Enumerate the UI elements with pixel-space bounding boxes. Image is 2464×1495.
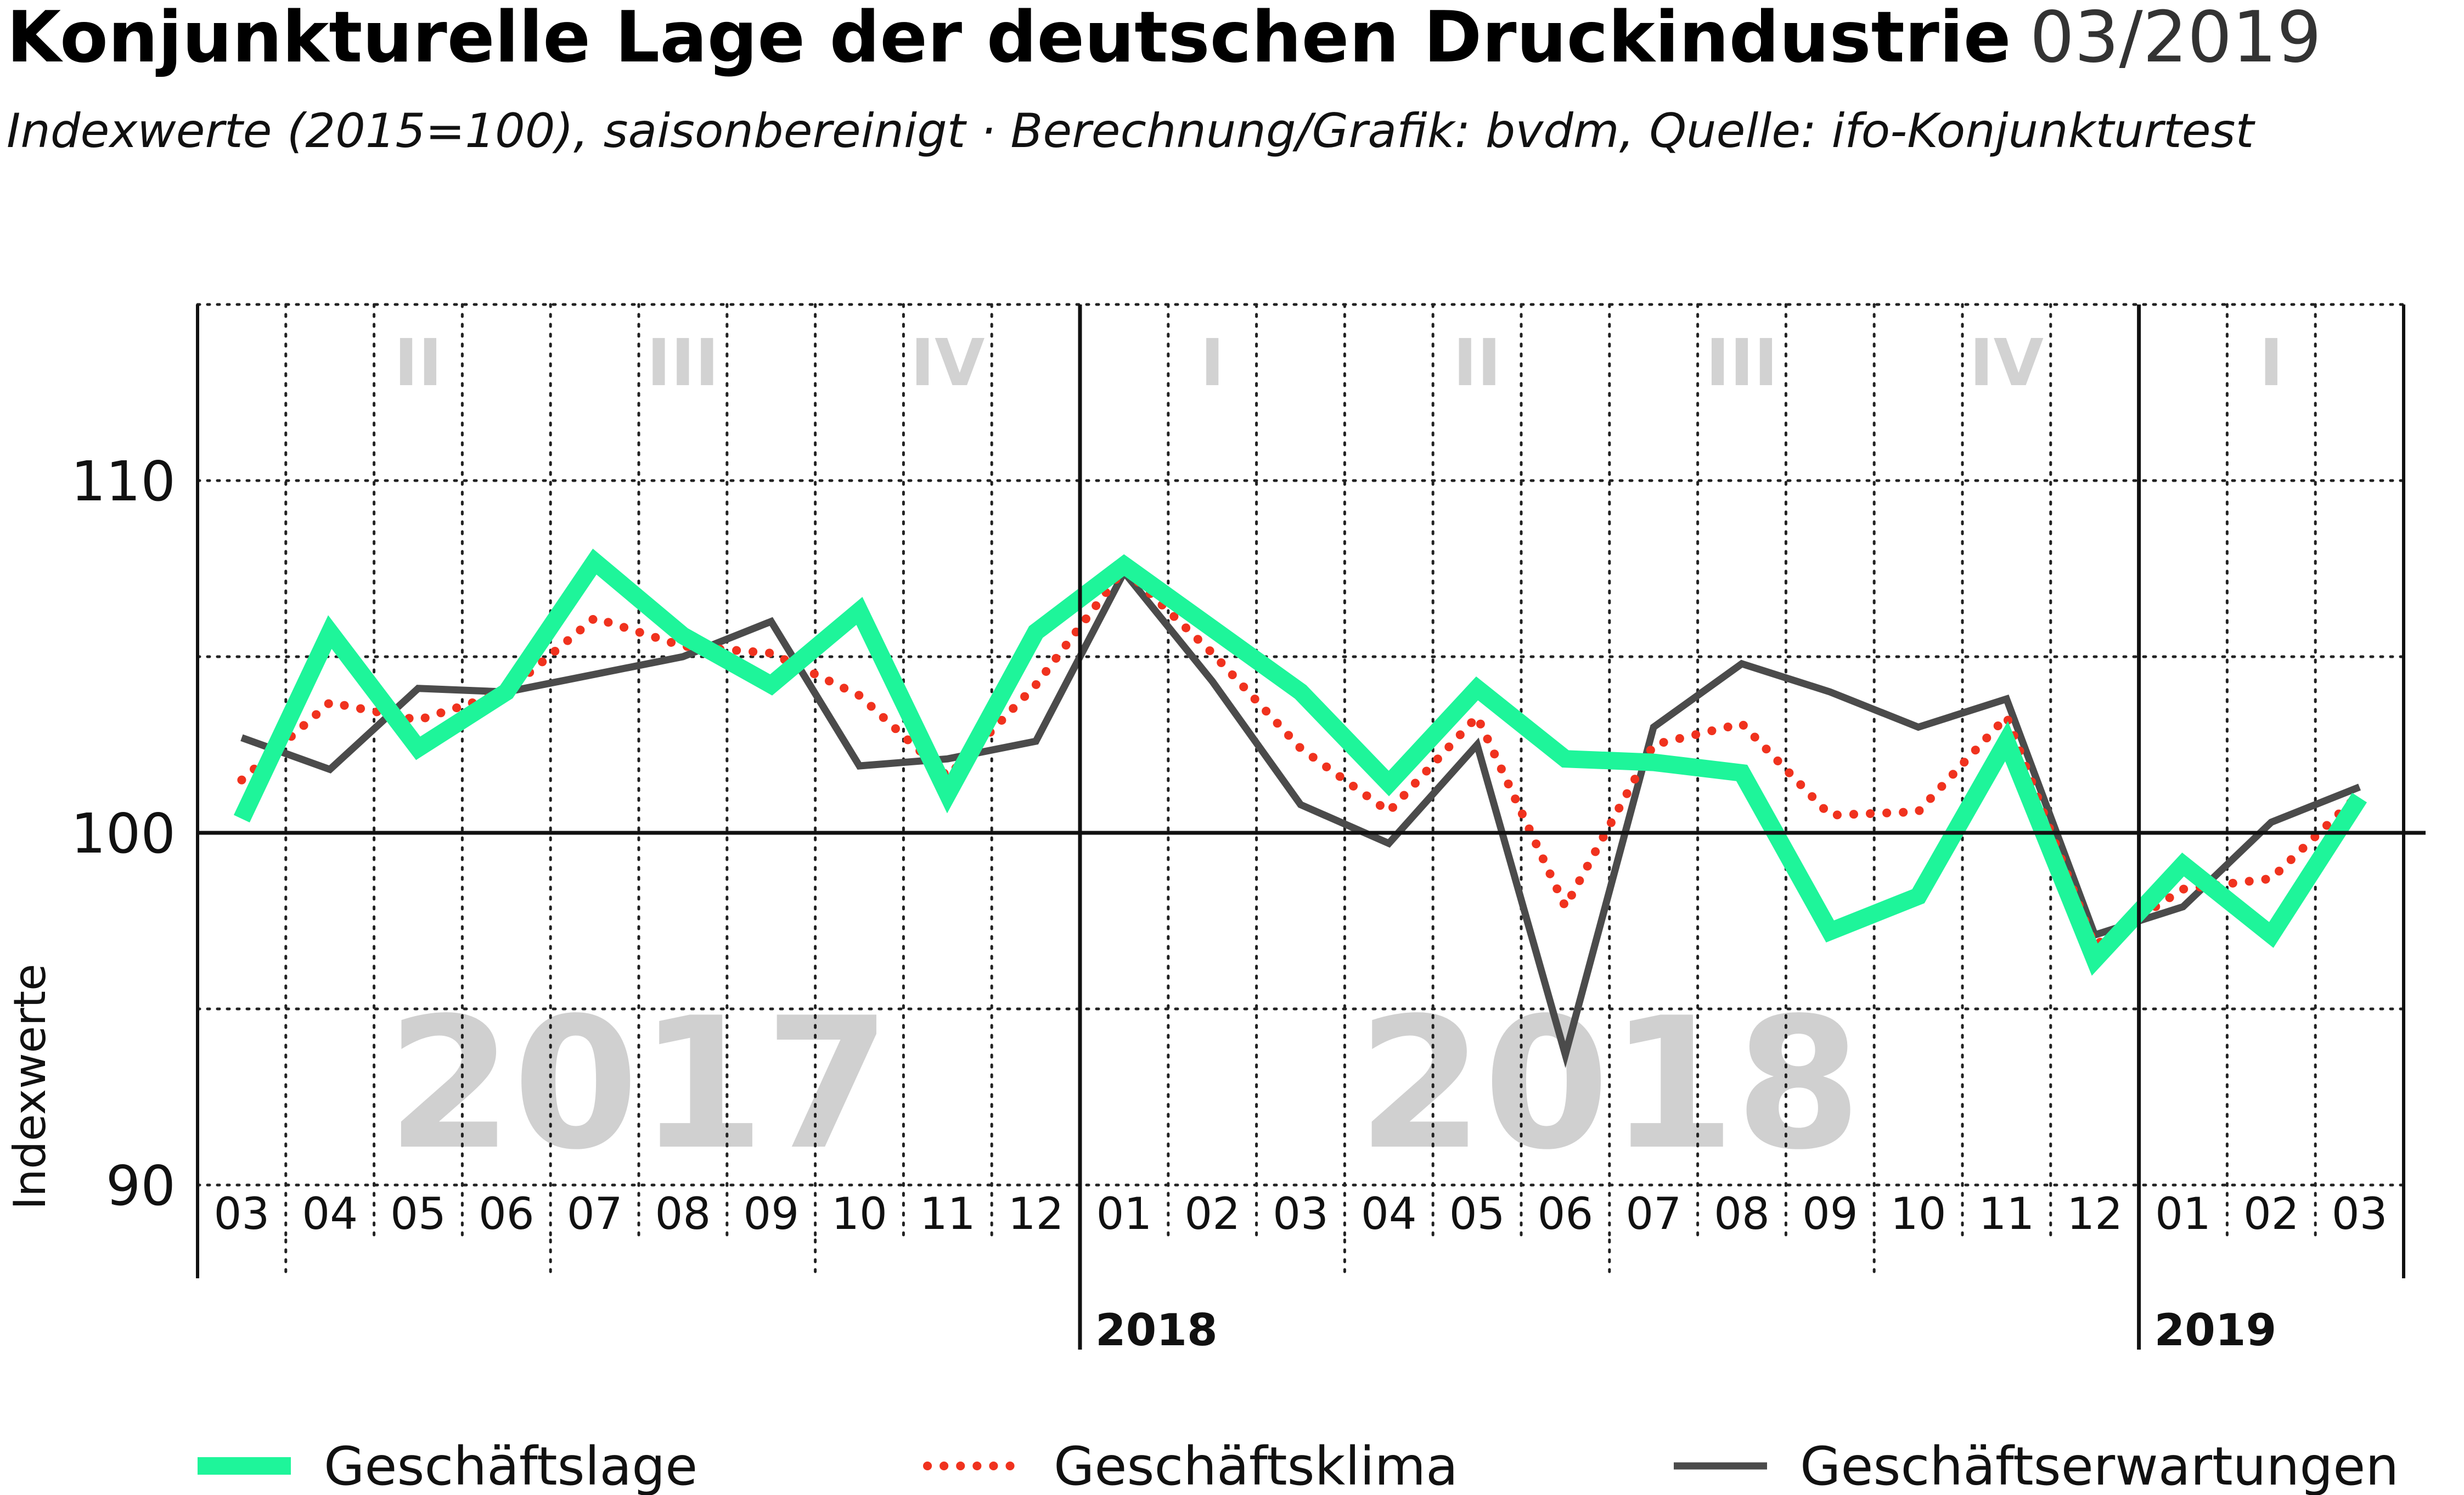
x-tick-label: 09 (1802, 1188, 1858, 1239)
x-tick-label: 03 (214, 1188, 270, 1239)
series-line-geschaeftserwartungen (240, 566, 2361, 1068)
x-tick-label: 08 (655, 1188, 711, 1239)
quarter-label: IV (910, 325, 985, 400)
title-date: 03/2019 (2030, 0, 2322, 78)
quarter-label: II (1453, 325, 1501, 400)
x-tick-label: 02 (2243, 1188, 2299, 1239)
x-tick-label: 03 (1273, 1188, 1329, 1239)
quarter-label: IV (1970, 325, 2044, 400)
chart-title: Konjunkturelle Lage der deutschen Drucki… (7, 0, 2321, 78)
x-tick-label: 12 (2067, 1188, 2123, 1239)
quarter-label: I (1200, 325, 1224, 400)
x-tick-label: 06 (479, 1188, 535, 1239)
x-tick-label: 03 (2332, 1188, 2388, 1239)
year-marker-label: 2019 (2154, 1305, 2277, 1356)
x-tick-label: 11 (920, 1188, 976, 1239)
quarter-label: III (1706, 325, 1778, 400)
x-tick-label: 02 (1184, 1188, 1240, 1239)
quarter-label: II (394, 325, 442, 400)
y-tick-label: 100 (71, 802, 176, 866)
x-tick-label: 05 (390, 1188, 446, 1239)
x-tick-label: 12 (1008, 1188, 1064, 1239)
chart-subtitle: Indexwerte (2015=100), saisonbereinigt ·… (7, 104, 2255, 159)
x-tick-label: 07 (567, 1188, 623, 1239)
y-axis-label: Indexwerte (4, 964, 55, 1210)
x-tick-label: 07 (1625, 1188, 1681, 1239)
legend: Geschäftslage Geschäftsklima Geschäftserwa… (198, 1436, 2399, 1495)
x-tick-label: 05 (1449, 1188, 1505, 1239)
x-tick-label: 10 (1891, 1188, 1947, 1239)
legend-label-geschaeftserwartungen: Geschäftserwartungen (1800, 1436, 2399, 1495)
x-tick-label: 10 (831, 1188, 887, 1239)
title-main: Konjunkturelle Lage der deutschen Drucki… (7, 0, 2011, 78)
x-tick-label: 01 (2155, 1188, 2211, 1239)
quarter-label: I (2259, 325, 2283, 400)
x-tick-label: 08 (1714, 1188, 1770, 1239)
year-marker-label: 2018 (1095, 1305, 1218, 1356)
series-line-geschaeftsklima (237, 562, 2364, 952)
x-tick-label: 04 (302, 1188, 358, 1239)
y-tick-label: 90 (106, 1154, 176, 1218)
x-tick-label: 04 (1361, 1188, 1417, 1239)
y-tick-label: 110 (71, 449, 176, 514)
quarter-label: III (647, 325, 719, 400)
x-tick-label: 09 (743, 1188, 799, 1239)
legend-label-geschaeftslage: Geschäftslage (324, 1436, 697, 1495)
axes: 2018 2019 90 100 110 03 04 05 06 07 08 09 10 11 12 01 02… (71, 304, 2426, 1356)
series-line-geschaeftslage (233, 549, 2367, 976)
x-tick-label: 06 (1538, 1188, 1594, 1239)
series-lines (233, 549, 2367, 1068)
legend-label-geschaeftsklima: Geschäftsklima (1054, 1436, 1458, 1495)
x-tick-label: 01 (1096, 1188, 1152, 1239)
x-tick-label: 11 (1979, 1188, 2035, 1239)
